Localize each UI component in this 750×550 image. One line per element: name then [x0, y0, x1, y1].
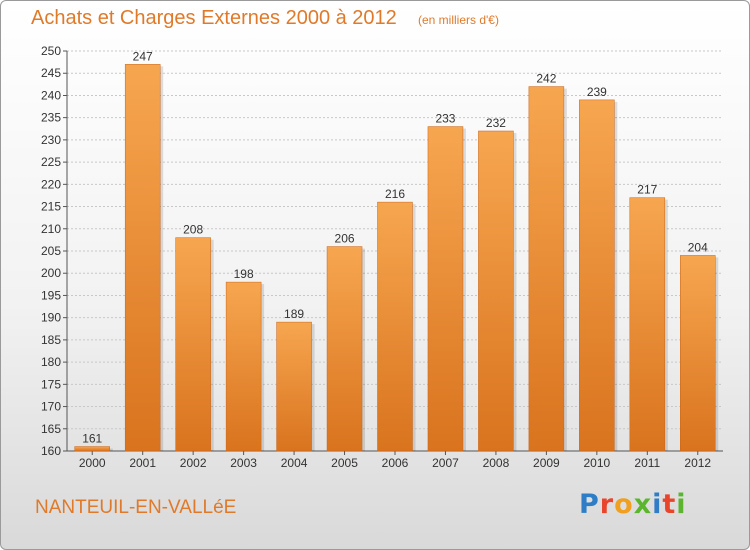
- bar-2003: [225, 281, 262, 452]
- logo-letter: i: [676, 489, 687, 520]
- y-tick-label: 185: [41, 333, 61, 347]
- y-tick-label: 175: [41, 377, 61, 391]
- y-tick-label: 195: [41, 288, 61, 302]
- x-tick-label: 2007: [432, 456, 459, 470]
- bar-2010: [579, 99, 615, 452]
- y-tick-label: 250: [41, 44, 61, 58]
- y-tick-label: 160: [41, 444, 61, 458]
- value-label: 189: [284, 307, 304, 321]
- y-tick-label: 200: [41, 266, 61, 280]
- x-tick-label: 2001: [129, 456, 156, 470]
- value-label: 239: [587, 85, 607, 99]
- chart-title: Achats et Charges Externes 2000 à 2012: [31, 7, 397, 29]
- value-label: 206: [335, 232, 355, 246]
- value-label: 198: [234, 267, 254, 281]
- y-tick-label: 225: [41, 155, 61, 169]
- bar-2009: [528, 86, 565, 452]
- value-label: 216: [385, 187, 405, 201]
- value-label: 247: [133, 49, 153, 63]
- value-label: 242: [536, 72, 556, 86]
- x-tick-label: 2003: [230, 456, 257, 470]
- logo-letter: i: [652, 489, 663, 520]
- logo-letter: o: [614, 489, 634, 520]
- value-label: 217: [637, 183, 657, 197]
- logo-letter: r: [599, 489, 615, 520]
- x-tick-label: 2011: [634, 456, 660, 470]
- x-tick-label: 2000: [79, 456, 106, 470]
- logo-letter: x: [633, 489, 653, 520]
- value-label: 204: [688, 240, 708, 254]
- bar-2011: [629, 197, 666, 452]
- x-tick-label: 2008: [483, 456, 510, 470]
- bar-2002: [175, 237, 211, 452]
- proxiti-logo[interactable]: Proxiti: [579, 489, 687, 520]
- y-tick-label: 210: [41, 222, 61, 236]
- bar-2005: [326, 246, 363, 452]
- x-tick-label: 2010: [583, 456, 610, 470]
- bar-2007: [427, 126, 464, 452]
- y-tick-label: 190: [41, 311, 61, 325]
- x-tick-label: 2006: [382, 456, 409, 470]
- value-label: 161: [82, 432, 102, 446]
- y-tick-label: 245: [41, 66, 61, 80]
- bar-2012: [680, 255, 716, 452]
- bar-2004: [276, 321, 312, 452]
- bar-2000: [74, 446, 110, 452]
- value-label: 233: [435, 112, 455, 126]
- unit-note: (en milliers d'€): [418, 13, 499, 27]
- x-tick-label: 2002: [180, 456, 207, 470]
- value-label: 232: [486, 116, 506, 130]
- town-name: NANTEUIL-EN-VALLéE: [35, 497, 237, 518]
- value-label: 208: [183, 223, 203, 237]
- logo-letter: P: [579, 489, 600, 520]
- y-tick-label: 180: [41, 355, 61, 369]
- y-tick-label: 215: [41, 200, 61, 214]
- bar-2001: [124, 64, 161, 452]
- bar-2008: [478, 130, 514, 452]
- x-tick-label: 2009: [533, 456, 560, 470]
- x-tick-label: 2012: [684, 456, 711, 470]
- y-tick-label: 165: [41, 422, 61, 436]
- y-tick-label: 235: [41, 111, 61, 125]
- bars: [74, 64, 719, 452]
- value-labels: 161 247 208 198 189 206 216 233 232 242 239 217 204: [82, 49, 708, 445]
- x-tick-label: 2005: [331, 456, 358, 470]
- y-tick-label: 240: [41, 88, 61, 102]
- bar-2006: [377, 201, 413, 452]
- x-tick-label: 2004: [281, 456, 308, 470]
- y-tick-label: 170: [41, 400, 61, 414]
- y-tick-label: 205: [41, 244, 61, 258]
- logo-letter: t: [662, 489, 677, 520]
- y-tick-label: 230: [41, 133, 61, 147]
- y-tick-label: 220: [41, 177, 61, 191]
